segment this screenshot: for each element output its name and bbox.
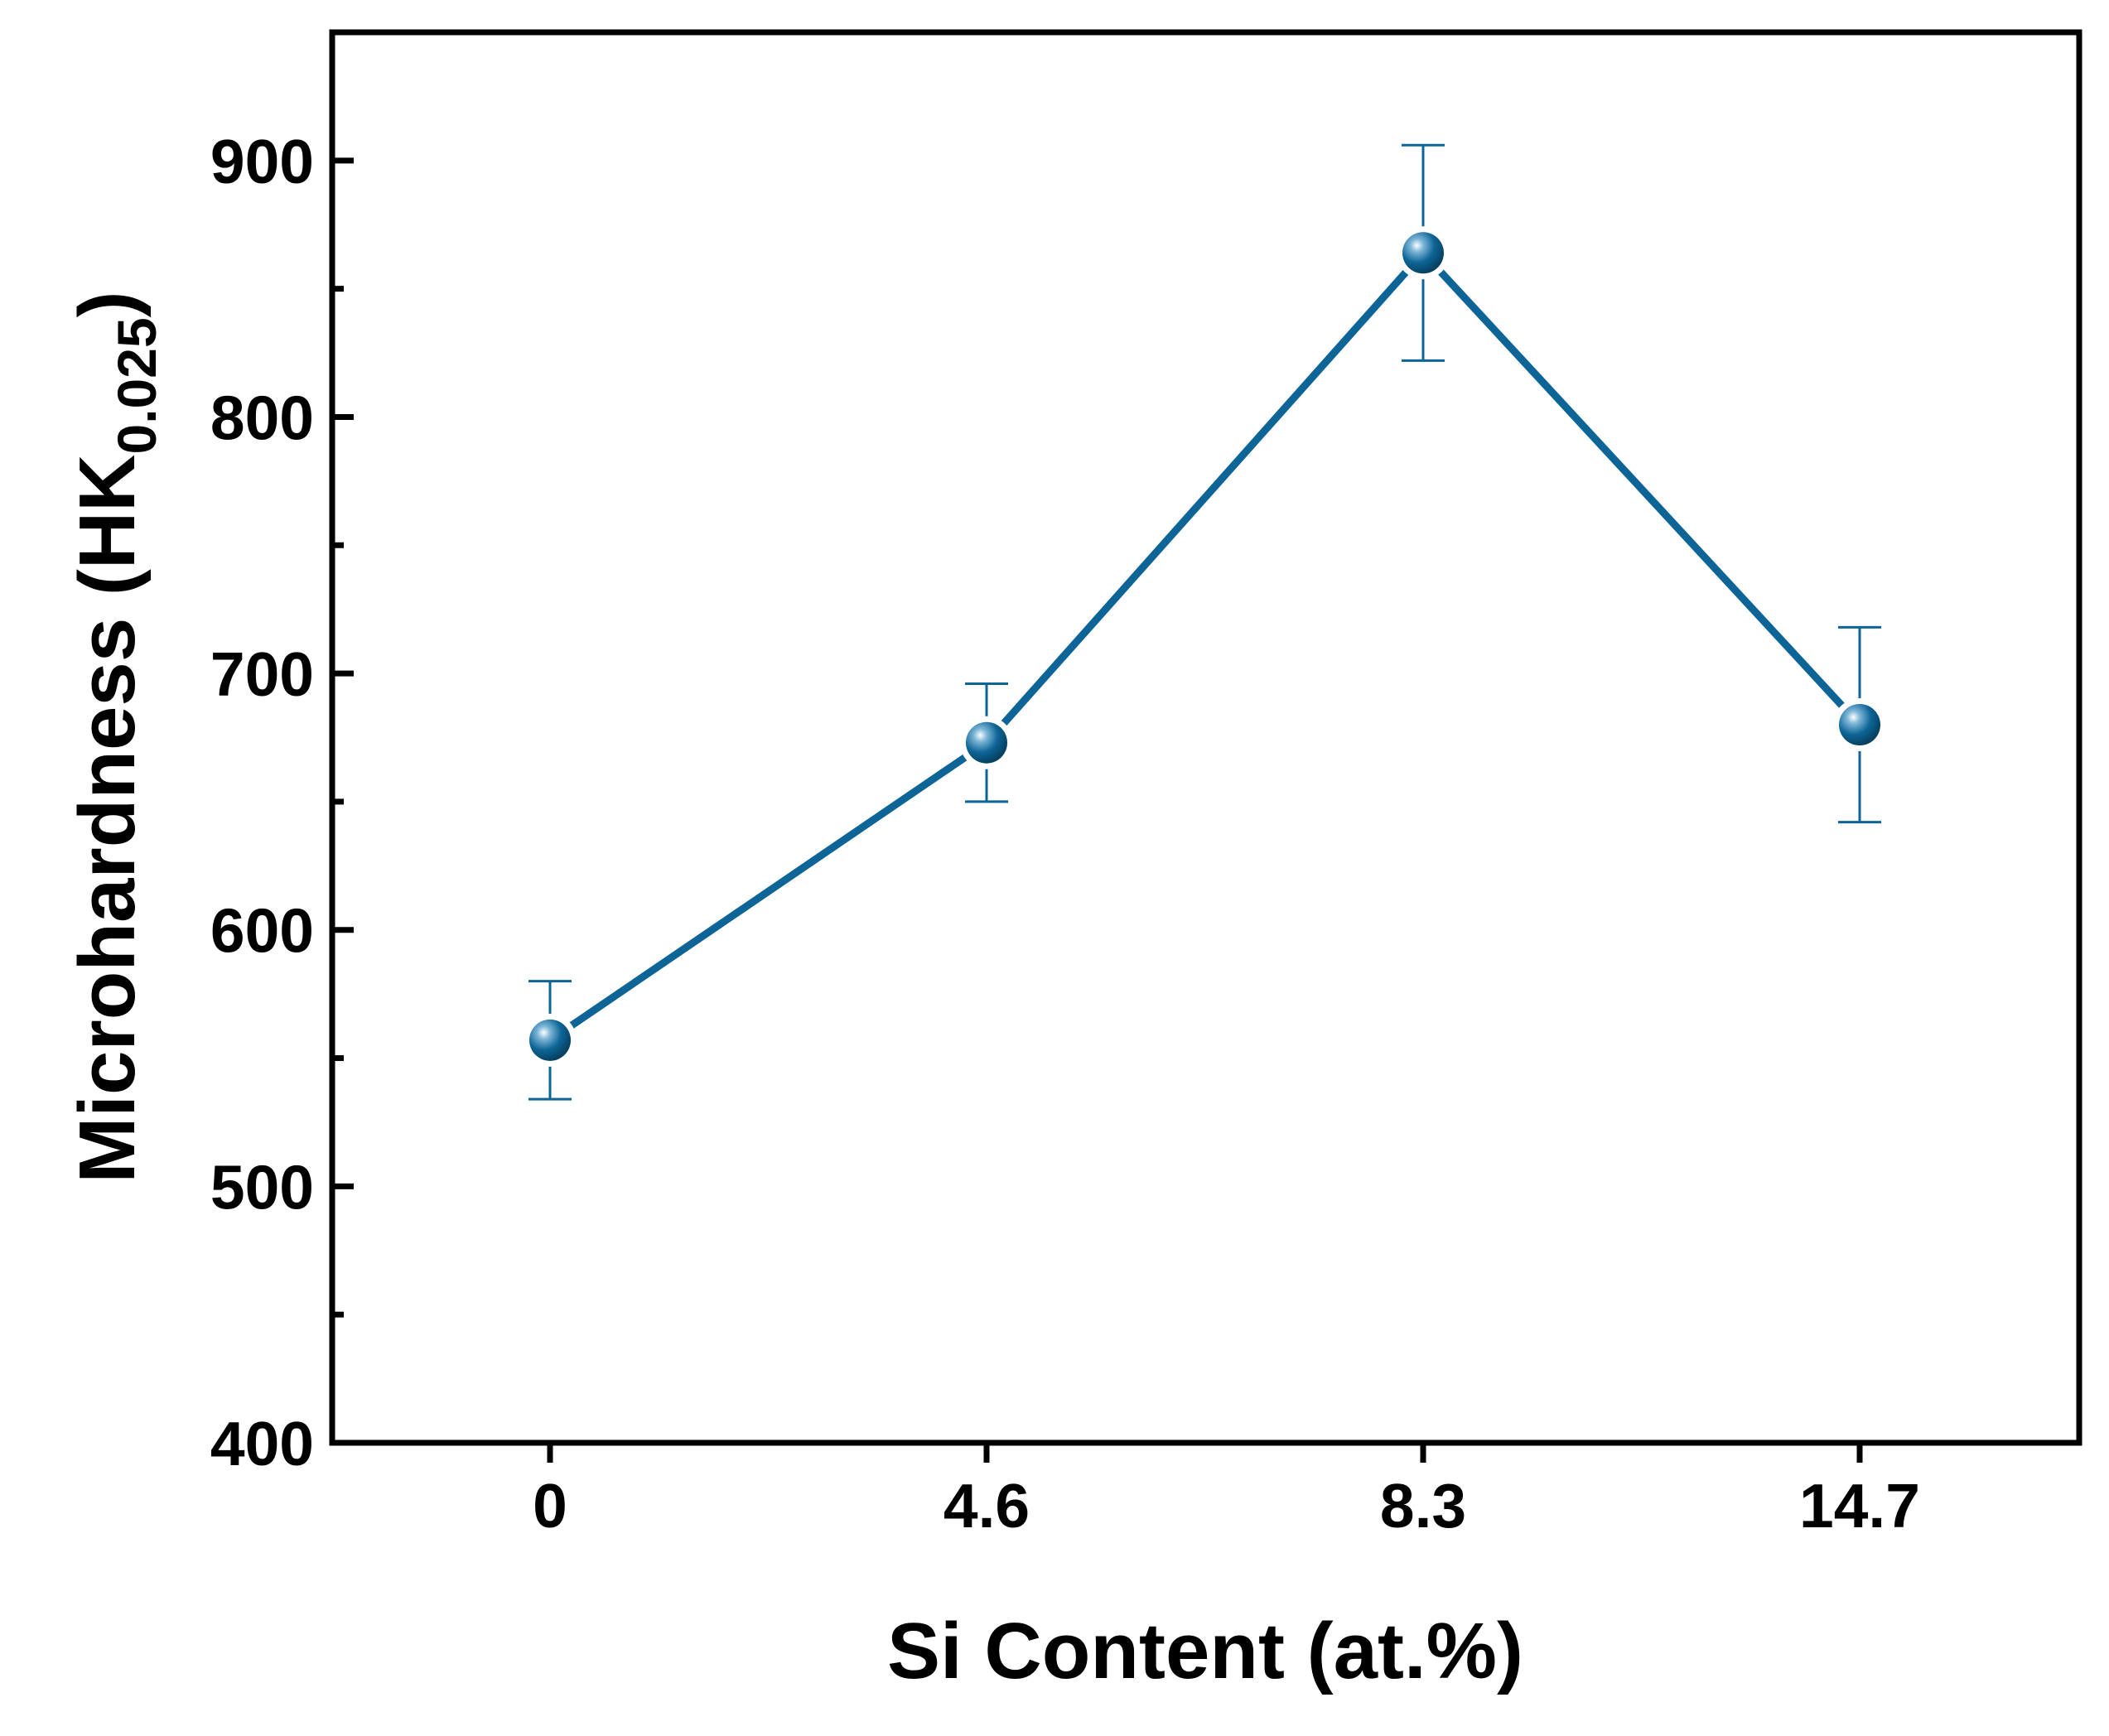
y-axis-title: Microhardness (HK0.025) — [63, 291, 167, 1183]
data-point — [1839, 704, 1880, 746]
series-line — [546, 248, 1864, 1044]
y-tick-label: 500 — [210, 1152, 314, 1222]
y-tick-label: 400 — [210, 1409, 314, 1478]
x-tick-label: 4.6 — [943, 1471, 1030, 1541]
y-axis-title-main: Microhardness (HK — [63, 454, 152, 1183]
x-axis-title: Si Content (at.%) — [887, 1607, 1523, 1695]
y-axis-title-close: ) — [63, 291, 152, 317]
y-axis-ticks: 400 500 600 700 800 900 — [210, 29, 354, 1478]
y-tick-label: 700 — [210, 639, 314, 709]
data-point — [966, 721, 1007, 764]
y-tick-label: 800 — [210, 383, 314, 452]
plot-frame — [329, 29, 2082, 1446]
data-point — [529, 1019, 571, 1061]
y-tick-label: 600 — [210, 896, 314, 966]
data-point — [1402, 232, 1444, 274]
series-layer — [524, 143, 1886, 1101]
x-axis-ticks: 0 4.6 8.3 14.7 — [533, 1443, 1920, 1541]
y-tick-label: 900 — [210, 127, 314, 196]
x-tick-label: 0 — [533, 1471, 567, 1541]
x-tick-label: 8.3 — [1380, 1471, 1466, 1541]
x-tick-label: 14.7 — [1799, 1471, 1920, 1541]
y-axis-title-subscript: 0.025 — [106, 317, 167, 454]
